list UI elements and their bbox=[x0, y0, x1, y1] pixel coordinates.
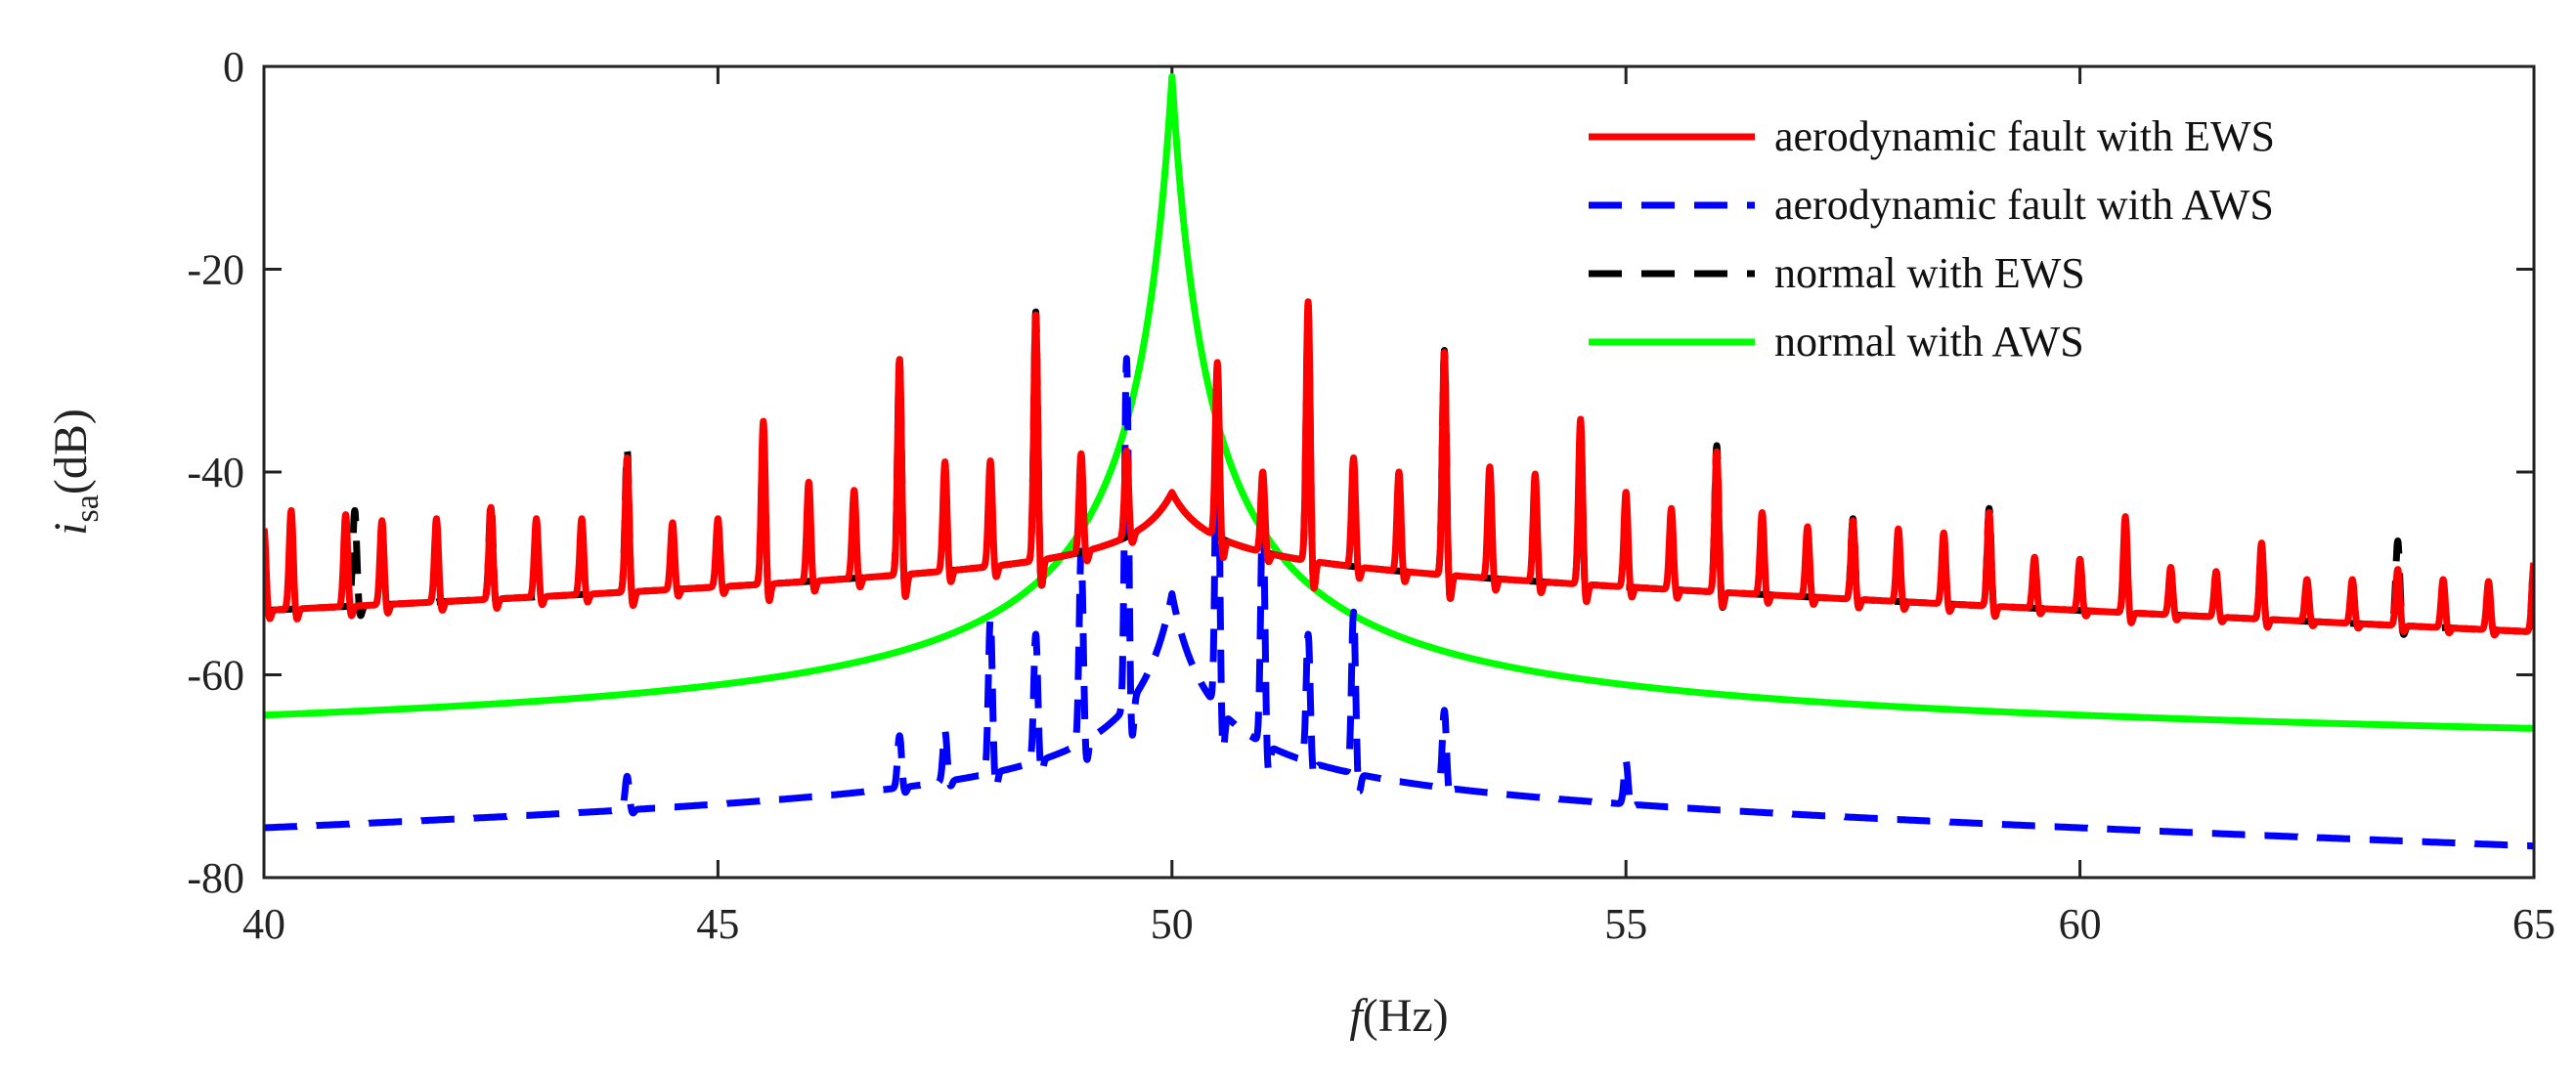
x-tick-label: 40 bbox=[242, 900, 285, 948]
y-tick-label: -20 bbox=[187, 246, 244, 294]
series-layer bbox=[264, 72, 2534, 850]
y-tick-label: 0 bbox=[223, 43, 244, 91]
legend-label-normal-ews: normal with EWS bbox=[1774, 249, 2085, 297]
legend-entry-normal-ews: normal with EWS bbox=[1589, 249, 2085, 297]
y-axis-title: isa(dB) bbox=[45, 408, 106, 536]
x-tick-label: 55 bbox=[1604, 900, 1647, 948]
x-tick-label: 45 bbox=[696, 900, 739, 948]
legend-label-normal-aws: normal with AWS bbox=[1774, 318, 2084, 366]
legend: aerodynamic fault with EWS aerodynamic f… bbox=[1569, 98, 2488, 381]
x-tick-label: 60 bbox=[2059, 900, 2102, 948]
y-tick-label: -60 bbox=[187, 652, 244, 700]
y-tick-label: -80 bbox=[187, 854, 244, 902]
x-axis-title: f(Hz) bbox=[1349, 990, 1448, 1042]
series-aero-aws bbox=[264, 355, 2534, 850]
x-tick-label: 50 bbox=[1151, 900, 1194, 948]
legend-box bbox=[1569, 98, 2488, 381]
y-tick-label: -40 bbox=[187, 449, 244, 496]
legend-entry-aero-aws: aerodynamic fault with AWS bbox=[1589, 181, 2274, 229]
y-tick-labels: 0 -20 -40 -60 -80 bbox=[187, 43, 244, 902]
legend-entry-normal-aws: normal with AWS bbox=[1589, 318, 2084, 366]
x-tick-label: 65 bbox=[2512, 900, 2555, 948]
legend-label-aero-aws: aerodynamic fault with AWS bbox=[1774, 181, 2274, 229]
x-tick-labels: 40 45 50 55 60 65 bbox=[242, 900, 2555, 948]
legend-label-aero-ews: aerodynamic fault with EWS bbox=[1774, 112, 2275, 160]
legend-entry-aero-ews: aerodynamic fault with EWS bbox=[1589, 112, 2275, 160]
series-normal-aws bbox=[264, 72, 2534, 732]
plot-frame bbox=[262, 64, 2536, 880]
